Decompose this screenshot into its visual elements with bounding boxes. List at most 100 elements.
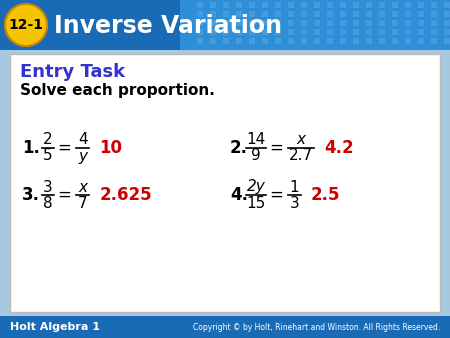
FancyBboxPatch shape xyxy=(275,11,281,17)
FancyBboxPatch shape xyxy=(236,38,242,44)
Text: 2.: 2. xyxy=(230,139,248,157)
FancyBboxPatch shape xyxy=(262,20,268,26)
FancyBboxPatch shape xyxy=(366,11,372,17)
FancyBboxPatch shape xyxy=(301,38,307,44)
FancyBboxPatch shape xyxy=(249,2,255,8)
FancyBboxPatch shape xyxy=(353,11,359,17)
FancyBboxPatch shape xyxy=(418,29,424,35)
FancyBboxPatch shape xyxy=(392,29,398,35)
FancyBboxPatch shape xyxy=(0,316,450,338)
Text: y: y xyxy=(78,148,87,164)
FancyBboxPatch shape xyxy=(340,29,346,35)
FancyBboxPatch shape xyxy=(288,20,294,26)
Text: 15: 15 xyxy=(247,195,266,211)
FancyBboxPatch shape xyxy=(379,11,385,17)
FancyBboxPatch shape xyxy=(210,20,216,26)
FancyBboxPatch shape xyxy=(223,38,229,44)
Text: 2.5: 2.5 xyxy=(310,186,340,204)
Text: 4.: 4. xyxy=(230,186,248,204)
FancyBboxPatch shape xyxy=(405,11,411,17)
FancyBboxPatch shape xyxy=(249,38,255,44)
FancyBboxPatch shape xyxy=(197,29,203,35)
FancyBboxPatch shape xyxy=(327,38,333,44)
FancyBboxPatch shape xyxy=(301,2,307,8)
FancyBboxPatch shape xyxy=(314,2,320,8)
FancyBboxPatch shape xyxy=(379,29,385,35)
FancyBboxPatch shape xyxy=(353,29,359,35)
FancyBboxPatch shape xyxy=(405,20,411,26)
FancyBboxPatch shape xyxy=(379,2,385,8)
FancyBboxPatch shape xyxy=(327,11,333,17)
FancyBboxPatch shape xyxy=(249,11,255,17)
FancyBboxPatch shape xyxy=(262,2,268,8)
Circle shape xyxy=(5,4,47,46)
FancyBboxPatch shape xyxy=(236,11,242,17)
Text: Entry Task: Entry Task xyxy=(20,63,125,81)
FancyBboxPatch shape xyxy=(236,29,242,35)
FancyBboxPatch shape xyxy=(431,2,437,8)
FancyBboxPatch shape xyxy=(405,38,411,44)
FancyBboxPatch shape xyxy=(314,29,320,35)
FancyBboxPatch shape xyxy=(353,20,359,26)
FancyBboxPatch shape xyxy=(288,11,294,17)
Text: x: x xyxy=(297,132,306,147)
FancyBboxPatch shape xyxy=(379,20,385,26)
Text: 10: 10 xyxy=(99,139,122,157)
Text: Inverse Variation: Inverse Variation xyxy=(54,14,282,38)
Text: 2: 2 xyxy=(43,132,53,147)
FancyBboxPatch shape xyxy=(340,2,346,8)
Text: 9: 9 xyxy=(251,148,261,164)
FancyBboxPatch shape xyxy=(431,11,437,17)
FancyBboxPatch shape xyxy=(197,11,203,17)
FancyBboxPatch shape xyxy=(353,38,359,44)
FancyBboxPatch shape xyxy=(444,2,450,8)
FancyBboxPatch shape xyxy=(288,29,294,35)
FancyBboxPatch shape xyxy=(366,2,372,8)
Text: 8: 8 xyxy=(43,195,53,211)
Text: Solve each proportion.: Solve each proportion. xyxy=(20,82,215,97)
FancyBboxPatch shape xyxy=(379,38,385,44)
FancyBboxPatch shape xyxy=(249,29,255,35)
Text: 1: 1 xyxy=(289,179,299,194)
Text: =: = xyxy=(269,139,283,157)
FancyBboxPatch shape xyxy=(392,20,398,26)
FancyBboxPatch shape xyxy=(301,29,307,35)
FancyBboxPatch shape xyxy=(275,29,281,35)
FancyBboxPatch shape xyxy=(392,2,398,8)
FancyBboxPatch shape xyxy=(418,20,424,26)
FancyBboxPatch shape xyxy=(314,20,320,26)
FancyBboxPatch shape xyxy=(431,29,437,35)
Text: =: = xyxy=(58,139,72,157)
FancyBboxPatch shape xyxy=(340,38,346,44)
Text: =: = xyxy=(58,186,72,204)
FancyBboxPatch shape xyxy=(288,38,294,44)
FancyBboxPatch shape xyxy=(353,2,359,8)
FancyBboxPatch shape xyxy=(301,20,307,26)
FancyBboxPatch shape xyxy=(10,54,440,312)
FancyBboxPatch shape xyxy=(262,38,268,44)
FancyBboxPatch shape xyxy=(405,29,411,35)
FancyBboxPatch shape xyxy=(236,20,242,26)
FancyBboxPatch shape xyxy=(444,11,450,17)
FancyBboxPatch shape xyxy=(210,2,216,8)
Text: 14: 14 xyxy=(247,132,266,147)
FancyBboxPatch shape xyxy=(210,38,216,44)
Text: 12-1: 12-1 xyxy=(9,18,44,32)
FancyBboxPatch shape xyxy=(275,20,281,26)
FancyBboxPatch shape xyxy=(0,0,450,50)
FancyBboxPatch shape xyxy=(392,38,398,44)
FancyBboxPatch shape xyxy=(262,11,268,17)
FancyBboxPatch shape xyxy=(327,20,333,26)
FancyBboxPatch shape xyxy=(366,29,372,35)
Text: =: = xyxy=(269,186,283,204)
FancyBboxPatch shape xyxy=(405,2,411,8)
FancyBboxPatch shape xyxy=(418,11,424,17)
Text: 1.: 1. xyxy=(22,139,40,157)
FancyBboxPatch shape xyxy=(275,38,281,44)
Text: 7: 7 xyxy=(78,195,88,211)
Text: 2y: 2y xyxy=(247,179,266,194)
Text: 3: 3 xyxy=(43,179,53,194)
FancyBboxPatch shape xyxy=(223,2,229,8)
Text: 4: 4 xyxy=(78,132,88,147)
FancyBboxPatch shape xyxy=(392,11,398,17)
